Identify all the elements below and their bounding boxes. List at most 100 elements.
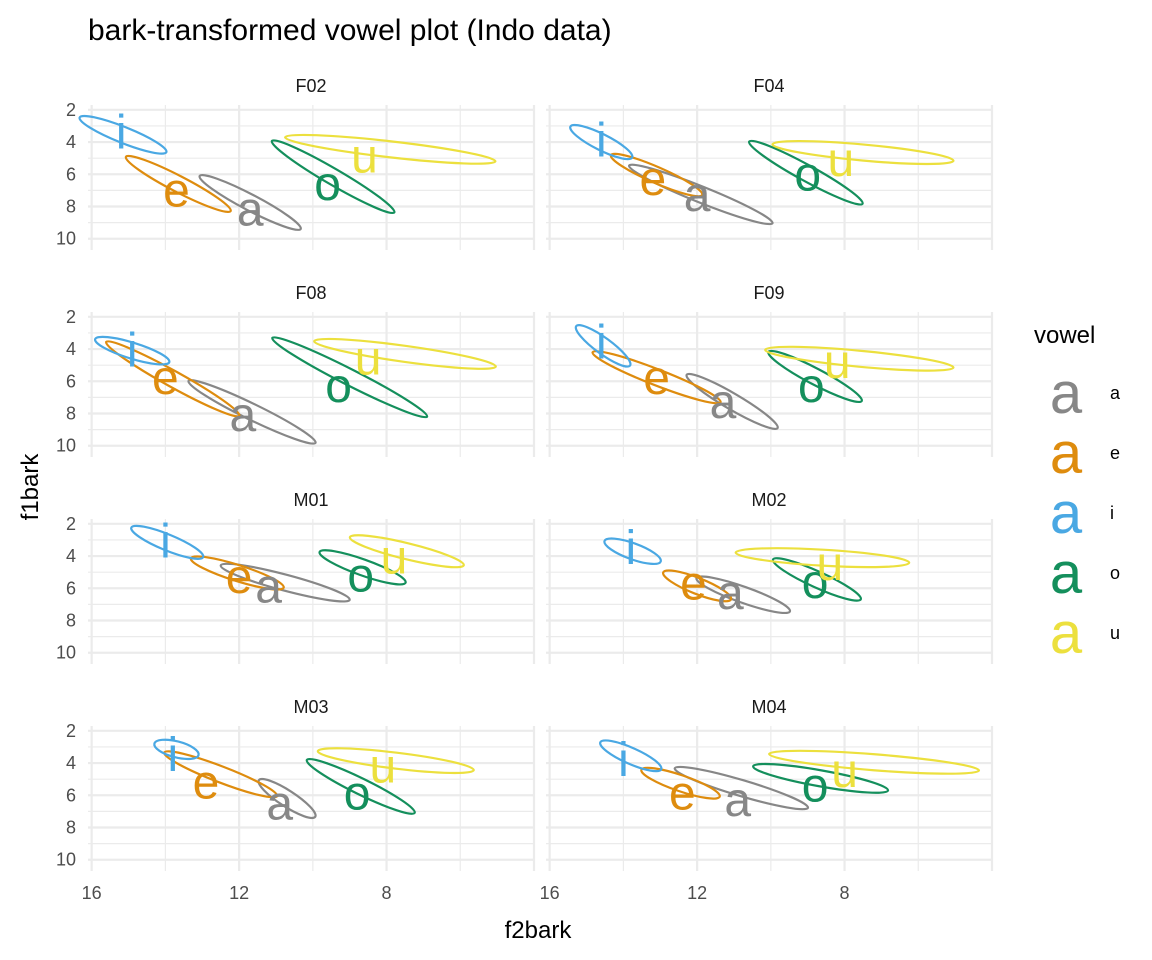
y-tick-label: 6 xyxy=(66,164,76,184)
ellipse-a xyxy=(219,562,351,603)
ellipse-e xyxy=(640,766,721,800)
y-tick-label: 2 xyxy=(66,100,76,120)
ellipse-e xyxy=(661,569,733,603)
y-tick-label: 8 xyxy=(66,404,76,424)
legend-label-i: i xyxy=(1110,503,1114,523)
ellipse-e xyxy=(124,154,232,214)
ellipse-i xyxy=(603,537,662,566)
vowel-label-a: a xyxy=(710,376,737,429)
y-tick-label: 4 xyxy=(66,132,76,152)
ellipse-u xyxy=(348,534,465,569)
panel-f04: F04 aei o u xyxy=(546,76,994,250)
y-tick-label: 2 xyxy=(66,307,76,327)
ellipse-a xyxy=(187,379,317,445)
legend-key-e: a xyxy=(1050,421,1083,486)
legend-key-a: a xyxy=(1050,361,1083,426)
ellipse-a xyxy=(627,163,774,226)
vowel-label-i: i xyxy=(167,729,178,782)
x-tick-label: 8 xyxy=(382,883,392,903)
legend-key-i: a xyxy=(1050,481,1083,546)
ellipse-a xyxy=(257,777,317,820)
ellipse-o xyxy=(318,549,407,586)
ellipse-u xyxy=(734,547,911,569)
panel-strip-label: F08 xyxy=(295,283,326,303)
y-tick-label: 4 xyxy=(66,339,76,359)
vowel-label-i: i xyxy=(625,522,636,575)
ellipse-u xyxy=(284,133,497,165)
panel-strip-label: F04 xyxy=(753,76,784,96)
ellipse-e xyxy=(591,350,722,405)
ellipse-u xyxy=(313,337,497,370)
ellipse-o xyxy=(270,139,396,215)
y-tick-label: 10 xyxy=(56,850,76,870)
panel-m02: M02 aei ou xyxy=(546,490,994,664)
ellipse-i xyxy=(153,738,200,761)
y-tick-label: 2 xyxy=(66,514,76,534)
legend-label-o: o xyxy=(1110,563,1120,583)
vowel-label-e: e xyxy=(193,756,220,809)
y-tick-label: 8 xyxy=(66,818,76,838)
ellipse-u xyxy=(316,747,475,775)
panel-f02: F02 2 4 6 8 10 aei ou xyxy=(56,76,536,250)
panel-strip-label: M02 xyxy=(751,490,786,510)
panel-m03: M03 2 4 6 8 10 16 12 8 aei ou xyxy=(56,697,536,903)
ellipse-i xyxy=(78,114,168,155)
y-tick-label: 6 xyxy=(66,578,76,598)
panel-f08: F08 2 4 6 8 10 aei ou xyxy=(56,283,536,457)
vowel-label-o: o xyxy=(344,768,371,821)
panel-strip-label: M04 xyxy=(751,697,786,717)
y-tick-label: 10 xyxy=(56,229,76,249)
vowel-label-e: e xyxy=(226,551,253,604)
legend-label-a: a xyxy=(1110,383,1121,403)
y-tick-label: 2 xyxy=(66,721,76,741)
panel-strip-label: M01 xyxy=(293,490,328,510)
vowel-label-i: i xyxy=(116,106,127,159)
vowel-label-a: a xyxy=(717,567,744,620)
x-tick-label: 16 xyxy=(82,883,102,903)
vowel-label-o: o xyxy=(802,556,829,609)
legend-key-o: a xyxy=(1050,541,1083,606)
panel-m01: M01 2 4 6 8 10 ae i o u xyxy=(56,490,536,664)
ellipse-e xyxy=(104,340,241,418)
legend-title: vowel xyxy=(1034,322,1095,349)
x-tick-label: 16 xyxy=(540,883,560,903)
chart-title: bark-transformed vowel plot (Indo data) xyxy=(88,14,612,47)
legend-label-u: u xyxy=(1110,623,1120,643)
vowel-label-u: u xyxy=(824,336,851,389)
ellipse-i xyxy=(574,324,632,368)
vowel-label-i: i xyxy=(596,114,607,167)
y-tick-label: 10 xyxy=(56,436,76,456)
ellipse-i xyxy=(93,335,171,366)
legend-key-u: a xyxy=(1050,601,1083,666)
vowel-label-e: e xyxy=(643,352,670,405)
vowel-label-a: a xyxy=(266,777,293,830)
vowel-label-u: u xyxy=(831,745,858,798)
vowel-label-u: u xyxy=(355,333,382,386)
vowel-label-o: o xyxy=(794,148,821,201)
vowel-label-o: o xyxy=(347,549,374,602)
panel-strip-label: F09 xyxy=(753,283,784,303)
y-tick-label: 8 xyxy=(66,611,76,631)
ellipse-i xyxy=(130,524,205,560)
vowel-label-u: u xyxy=(370,740,397,793)
x-tick-label: 12 xyxy=(229,883,249,903)
panel-strip-label: M03 xyxy=(293,697,328,717)
y-tick-label: 8 xyxy=(66,197,76,217)
y-tick-label: 10 xyxy=(56,643,76,663)
ellipse-a xyxy=(685,372,779,430)
x-tick-label: 12 xyxy=(687,883,707,903)
ellipse-o xyxy=(747,139,864,206)
ellipse-i xyxy=(569,123,634,161)
vowel-label-u: u xyxy=(351,131,378,184)
legend: vowel a aa ea ia oa u xyxy=(1034,322,1121,666)
y-tick-label: 6 xyxy=(66,371,76,391)
vowel-label-i: i xyxy=(127,325,138,378)
vowel-label-i: i xyxy=(160,516,171,569)
vowel-label-e: e xyxy=(680,557,707,610)
y-axis-title: f1bark xyxy=(17,453,44,521)
x-tick-label: 8 xyxy=(840,883,850,903)
x-axis-title: f2bark xyxy=(505,917,573,944)
ellipse-o xyxy=(752,762,890,794)
vowel-label-a: a xyxy=(229,389,256,442)
